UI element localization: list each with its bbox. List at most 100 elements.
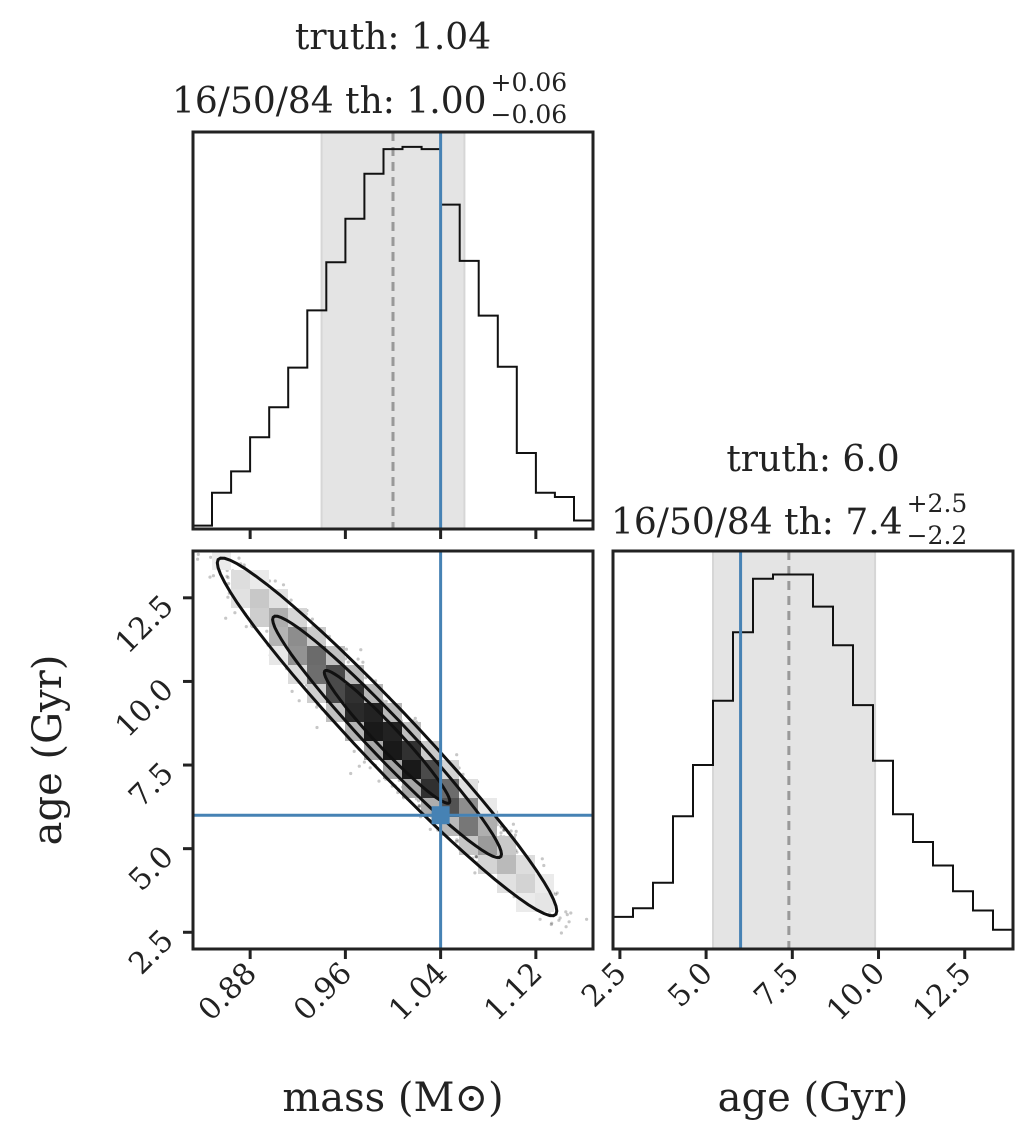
mass-bin [479,316,498,529]
age-yaxis-label: age (Gyr) [25,654,71,846]
mass-xtick-label: 1.12 [478,956,550,1028]
sample-point [555,891,559,895]
sample-point [368,766,372,770]
sample-point [413,716,417,721]
mass-bin [269,407,288,529]
sample-point [265,629,269,633]
sample-point [310,617,314,621]
sample-point [559,931,564,935]
density-cell [345,703,364,722]
density-cell [364,722,383,741]
mass-bin [536,493,555,529]
age-bin [753,579,773,949]
age-xtick-label: 2.5 [575,956,633,1014]
sample-point [356,657,360,661]
age-ytick-label: 12.5 [109,589,181,661]
mass-bin [555,497,574,529]
sample-point [564,910,568,914]
sample-point [558,916,562,920]
sample-point [509,829,513,833]
sample-point [624,966,627,969]
mass-xaxis-label: mass (M⊙) [282,1075,504,1121]
sample-point [540,857,544,861]
mass-quantile-plus: +0.06 [490,68,568,97]
mass-truth-title: truth: 1.04 [294,17,492,58]
sample-point [178,518,181,521]
sample-point [473,871,477,875]
sample-point [344,647,348,651]
sample-point [224,616,228,620]
density-cell [402,741,421,760]
sample-point [297,699,301,703]
sample-point [196,557,200,561]
density-cell [250,589,269,608]
sample-point [594,955,597,958]
density-cell [497,855,516,874]
mass-bin [498,367,517,529]
age-bin [773,575,793,949]
mass-bin [517,453,536,529]
sample-point [289,598,293,602]
sample-point [515,850,519,854]
density-cell [250,608,269,627]
age-bin [653,883,673,949]
sample-point [549,922,553,927]
sample-point [359,648,363,652]
age-ytick-label: 2.5 [122,923,180,981]
age-bin [853,705,873,949]
sample-point [557,959,560,962]
sample-point [181,507,184,510]
sample-point [211,574,215,578]
sample-point [475,855,479,859]
age-ytick-label: 5.0 [122,840,180,898]
sample-point [585,917,589,921]
mass-bin [403,147,422,529]
sample-point [455,753,459,757]
sample-point [567,920,571,924]
sample-point [564,925,568,929]
mass-bin [383,149,402,529]
sample-point [202,546,205,549]
age-bin [873,761,893,949]
sample-point [362,760,366,764]
sample-point [455,838,459,842]
sample-point [565,913,569,917]
mass-bin [460,261,479,529]
sample-point [417,804,421,808]
mass-xtick-label: 0.96 [287,956,359,1028]
truth-marker [431,806,450,825]
mass-quantile-title: 16/50/84 th: 1.00 +0.06 −0.06 [172,68,568,129]
age-histogram-panel [613,551,1013,949]
sample-point [364,676,368,680]
joint-frame [191,549,595,951]
sample-point [592,960,595,963]
sample-point [209,555,213,559]
density-cell [440,760,459,779]
age-bin [693,765,713,949]
sample-point [557,918,561,922]
age-xtick-label: 5.0 [661,956,719,1014]
sample-point [567,953,570,956]
sample-point [454,840,458,844]
age-xtick-label: 10.0 [820,956,892,1028]
mass-bin [422,149,441,529]
sample-point [538,917,542,921]
age-xaxis-label: age (Gyr) [717,1075,909,1121]
density-cell [364,703,383,722]
sample-point [227,582,231,586]
mass-bin [345,219,364,529]
age-bin [833,645,853,949]
sample-point [290,689,294,694]
sample-point [226,576,230,580]
sample-point [273,579,277,583]
sample-point [513,833,518,837]
contour-level [322,669,452,805]
sample-point [417,799,421,803]
sample-point [554,892,558,897]
mass-histogram-panel [193,132,593,529]
age-histogram-steps [613,573,1013,931]
sample-point [474,854,478,859]
mass-xtick-label: 0.88 [192,956,264,1028]
age-frame [611,549,1015,951]
